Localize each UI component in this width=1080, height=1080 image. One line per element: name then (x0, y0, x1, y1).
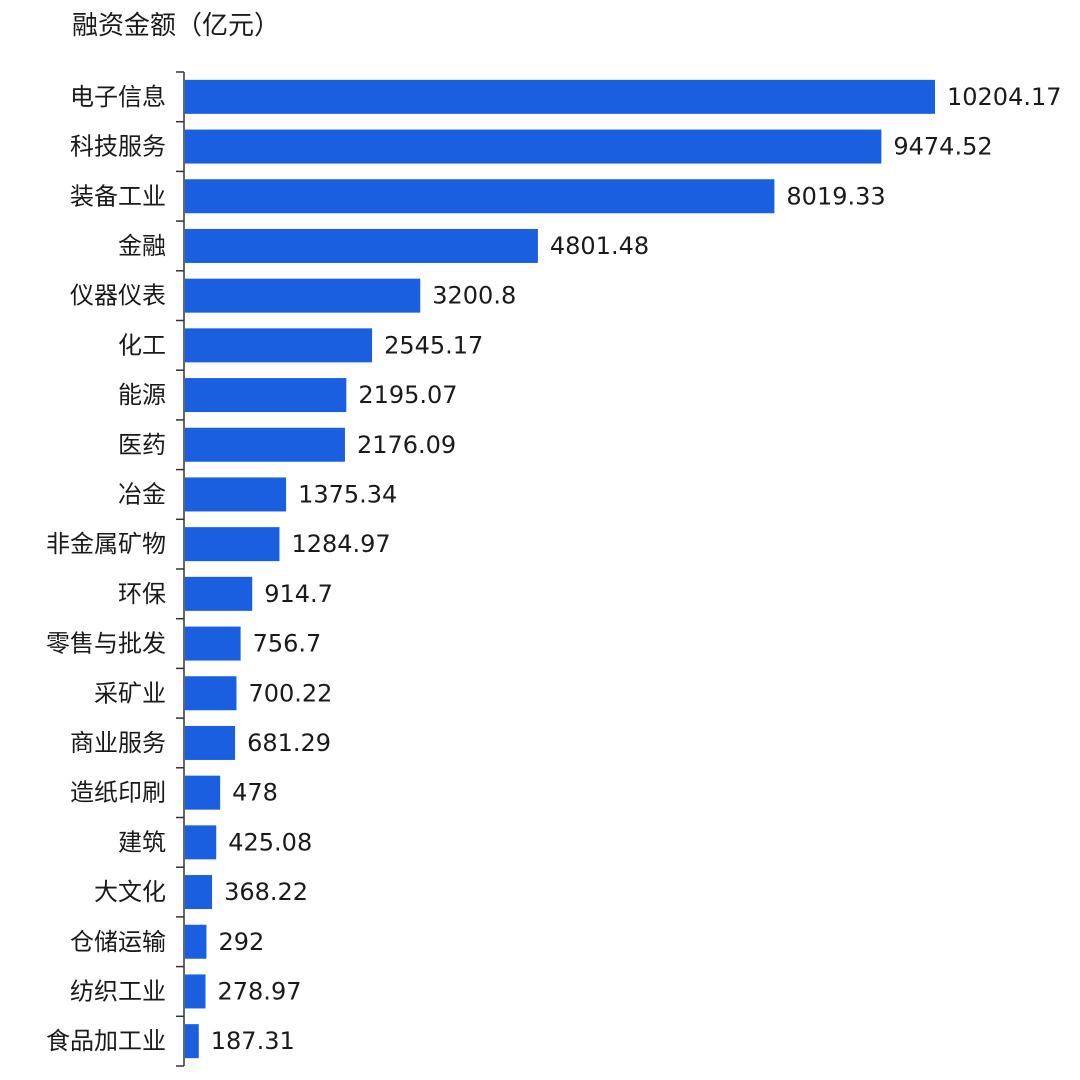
bar (185, 228, 538, 263)
value-label: 2176.09 (357, 431, 456, 459)
value-label: 368.22 (224, 878, 308, 906)
value-label: 9474.52 (893, 133, 992, 161)
value-label: 700.22 (248, 679, 332, 707)
bar (185, 427, 345, 462)
category-label: 环保 (118, 580, 166, 608)
category-label: 非金属矿物 (46, 530, 166, 558)
bar (185, 79, 935, 114)
category-label: 零售与批发 (46, 630, 166, 658)
value-label: 2195.07 (358, 381, 457, 409)
bar (185, 974, 206, 1009)
category-label: 仪器仪表 (70, 282, 166, 310)
bar (185, 328, 373, 363)
chart-title: 融资金额（亿元） (72, 11, 280, 41)
category-label: 医药 (118, 431, 166, 459)
bar (185, 576, 253, 611)
value-label: 10204.17 (947, 83, 1062, 111)
category-label: 电子信息 (70, 83, 166, 111)
bar (185, 875, 213, 910)
category-label: 食品加工业 (46, 1027, 166, 1055)
category-label: 科技服务 (70, 133, 166, 161)
category-label: 能源 (118, 381, 166, 409)
value-label: 3200.8 (432, 282, 516, 310)
category-label: 大文化 (94, 878, 166, 906)
bar (185, 1024, 199, 1059)
value-label: 425.08 (228, 828, 312, 856)
value-label: 4801.48 (550, 232, 649, 260)
bar (185, 825, 217, 860)
category-label: 建筑 (118, 828, 166, 856)
category-label: 采矿业 (94, 679, 166, 707)
value-label: 478 (232, 779, 278, 807)
bars-layer: 电子信息 10204.17 科技服务 9474.52 装备工业 8019.33 金融 4801… (46, 79, 1062, 1059)
bar (185, 477, 287, 512)
category-label: 造纸印刷 (70, 779, 166, 807)
category-label: 纺织工业 (70, 977, 166, 1005)
category-label: 商业服务 (70, 729, 166, 757)
category-label: 化工 (118, 331, 166, 359)
value-label: 756.7 (253, 630, 322, 658)
value-label: 278.97 (218, 977, 302, 1005)
bar (185, 527, 280, 562)
bar (185, 924, 207, 959)
category-label: 仓储运输 (70, 928, 166, 956)
value-label: 1284.97 (291, 530, 390, 558)
value-label: 914.7 (264, 580, 333, 608)
value-label: 2545.17 (384, 331, 483, 359)
bar (185, 676, 237, 711)
bar (185, 378, 347, 413)
value-label: 8019.33 (786, 182, 885, 210)
value-label: 681.29 (247, 729, 331, 757)
category-label: 装备工业 (70, 182, 166, 210)
bar (185, 278, 421, 313)
value-label: 292 (218, 928, 264, 956)
category-label: 冶金 (118, 480, 166, 508)
value-label: 187.31 (211, 1027, 295, 1055)
value-label: 1375.34 (298, 480, 397, 508)
bar (185, 626, 241, 661)
bar (185, 179, 775, 214)
category-label: 金融 (118, 232, 166, 260)
bar (185, 725, 236, 760)
bar (185, 129, 882, 164)
bar (185, 775, 221, 810)
ticks-layer (176, 71, 184, 1067)
